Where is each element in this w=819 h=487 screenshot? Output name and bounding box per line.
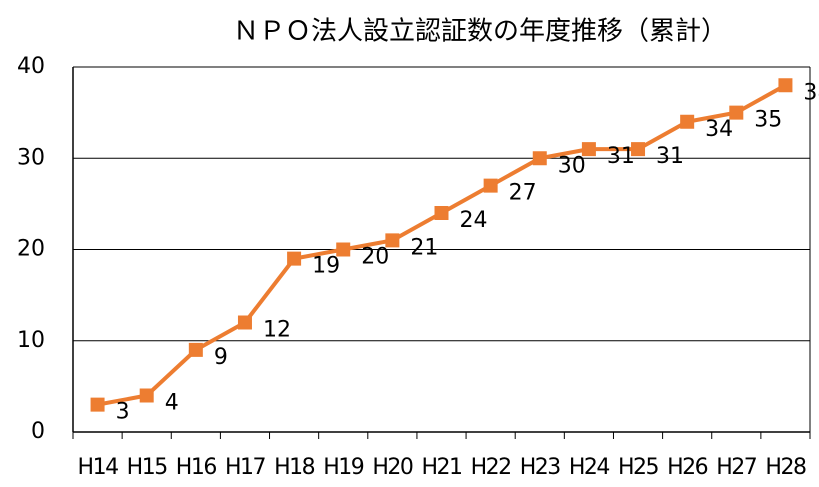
marker	[729, 105, 744, 120]
data-label: 4	[165, 391, 179, 416]
marker	[680, 114, 695, 129]
y-tick-label: 20	[17, 237, 45, 262]
data-label: 21	[410, 235, 438, 260]
marker	[287, 251, 302, 266]
marker	[237, 315, 252, 330]
marker	[385, 233, 400, 248]
y-tick-label: 40	[17, 54, 45, 79]
data-label: 31	[656, 144, 684, 169]
x-tick-label: H17	[225, 455, 266, 480]
y-tick-label: 30	[17, 145, 45, 170]
marker	[581, 142, 596, 157]
y-tick-label: 0	[31, 419, 45, 444]
data-label: 12	[263, 318, 291, 343]
x-tick-label: H15	[127, 455, 168, 480]
y-tick-label: 10	[17, 328, 45, 353]
marker	[483, 178, 498, 193]
data-label: 9	[214, 345, 228, 370]
x-tick-label: H26	[667, 455, 708, 480]
marker	[90, 397, 105, 412]
data-label: 19	[312, 254, 340, 279]
data-label: 27	[509, 181, 537, 206]
x-tick-label: H28	[765, 455, 806, 480]
x-tick-label: H25	[618, 455, 659, 480]
data-label: 34	[705, 117, 733, 142]
chart-title: ＮＰＯ法人設立認証数の年度推移（累計）	[233, 17, 727, 47]
data-label: 35	[754, 108, 782, 133]
x-tick-label: H16	[176, 455, 217, 480]
x-tick-label: H20	[372, 455, 413, 480]
data-label: 30	[558, 153, 586, 178]
data-label: 38	[803, 80, 819, 105]
x-tick-label: H27	[716, 455, 757, 480]
marker	[778, 78, 793, 93]
data-label: 31	[607, 144, 635, 169]
marker	[188, 342, 203, 357]
x-tick-label: H22	[471, 455, 511, 480]
data-label: 3	[116, 400, 130, 425]
marker	[532, 151, 547, 166]
x-tick-label: H23	[520, 455, 561, 480]
x-tick-label: H19	[323, 455, 364, 480]
data-label: 24	[460, 208, 488, 233]
x-tick-label: H21	[421, 455, 461, 480]
marker	[434, 206, 449, 220]
marker	[631, 142, 646, 157]
marker	[139, 388, 154, 403]
x-tick-label: H18	[274, 455, 315, 480]
data-label: 20	[361, 245, 389, 270]
x-tick-label: H24	[569, 455, 610, 480]
x-tick-label: H14	[78, 455, 119, 480]
marker	[336, 242, 351, 257]
